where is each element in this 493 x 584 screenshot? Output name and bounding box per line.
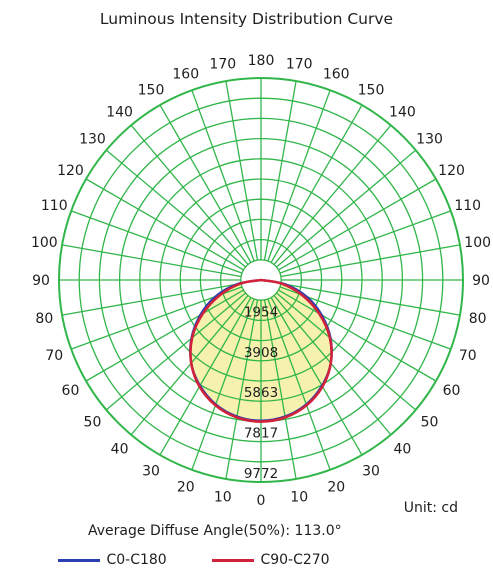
grid-spoke [273, 295, 392, 436]
grid-spoke [278, 178, 437, 271]
grid-spoke [105, 292, 246, 411]
angle-label: 30 [362, 464, 380, 480]
angle-label: 110 [454, 198, 481, 214]
angle-label: 90 [472, 273, 490, 289]
angle-label: 0 [257, 493, 266, 509]
angle-label: 120 [57, 163, 84, 179]
radial-label: 5863 [244, 385, 278, 401]
angle-label: 140 [389, 104, 416, 120]
grid-spoke [273, 124, 392, 265]
angle-label: 140 [106, 104, 133, 120]
angle-label: 10 [290, 490, 308, 506]
grid-spoke [61, 244, 242, 278]
angle-label: 170 [209, 56, 236, 72]
angle-label: 60 [443, 383, 461, 399]
grid-spoke [191, 89, 255, 262]
series-curve-c90-c270 [189, 278, 333, 423]
angle-label: 80 [469, 311, 487, 327]
legend-swatch-c0-c180 [58, 558, 100, 562]
legend-item-c90-c270: C90-C270 [212, 552, 330, 568]
unit-label: Unit: cd [403, 500, 458, 516]
angle-label: 150 [138, 82, 165, 98]
grid-spoke [263, 80, 297, 261]
radial-label: 7817 [244, 426, 278, 442]
grid-spoke [85, 178, 244, 271]
angle-label: 40 [393, 442, 411, 458]
grid-spoke [130, 295, 249, 436]
legend-item-c0-c180: C0-C180 [58, 552, 167, 568]
grid-spoke [191, 298, 255, 471]
grid-spoke [270, 104, 363, 263]
angle-label: 40 [111, 442, 129, 458]
grid-spoke [280, 244, 461, 278]
angle-label: 60 [62, 383, 80, 399]
grid-spoke [276, 292, 417, 411]
angle-label: 50 [84, 414, 102, 430]
angle-label: 70 [459, 348, 477, 364]
grid-spoke [105, 149, 246, 268]
grid-spoke [159, 297, 252, 456]
grid-spoke [276, 149, 417, 268]
grid-spoke [278, 289, 437, 382]
angle-label: 30 [142, 464, 160, 480]
angle-label: 180 [248, 53, 275, 69]
angle-label: 170 [286, 56, 313, 72]
average-diffuse-angle: Average Diffuse Angle(50%): 113.0° [88, 523, 342, 539]
angle-label: 130 [79, 132, 106, 148]
angle-label: 130 [416, 132, 443, 148]
angle-label: 100 [464, 235, 491, 251]
angle-label: 160 [323, 66, 350, 82]
angle-label: 90 [32, 273, 50, 289]
grid-spoke [159, 104, 252, 263]
angle-label: 70 [45, 348, 63, 364]
angle-label: 20 [327, 480, 345, 496]
grid-spoke [70, 210, 243, 274]
grid-spoke [225, 80, 259, 261]
radial-label: 9772 [244, 466, 278, 482]
angle-label: 160 [172, 66, 199, 82]
grid-spoke [130, 124, 249, 265]
angle-label: 20 [177, 480, 195, 496]
grid-spoke [61, 282, 242, 316]
grid-spoke [267, 298, 331, 471]
angle-label: 150 [358, 82, 385, 98]
angle-label: 120 [438, 163, 465, 179]
grid-spoke [267, 89, 331, 262]
angle-label: 100 [31, 235, 58, 251]
legend-label-c0-c180: C0-C180 [106, 552, 167, 568]
angle-label: 110 [41, 198, 68, 214]
legend-label-c90-c270: C90-C270 [260, 552, 330, 568]
angle-label: 80 [35, 311, 53, 327]
chart-title: Luminous Intensity Distribution Curve [99, 10, 394, 28]
grid-spoke [263, 299, 297, 480]
grid-spoke [280, 282, 461, 316]
grid-spoke [225, 299, 259, 480]
grid-spoke [270, 297, 363, 456]
grid-spoke [279, 210, 452, 274]
angle-label: 10 [214, 490, 232, 506]
radial-label: 3908 [244, 345, 278, 361]
grid-spoke [85, 289, 244, 382]
angle-label: 50 [421, 414, 439, 430]
radial-label: 1954 [244, 304, 278, 320]
legend-swatch-c90-c270 [212, 558, 254, 562]
